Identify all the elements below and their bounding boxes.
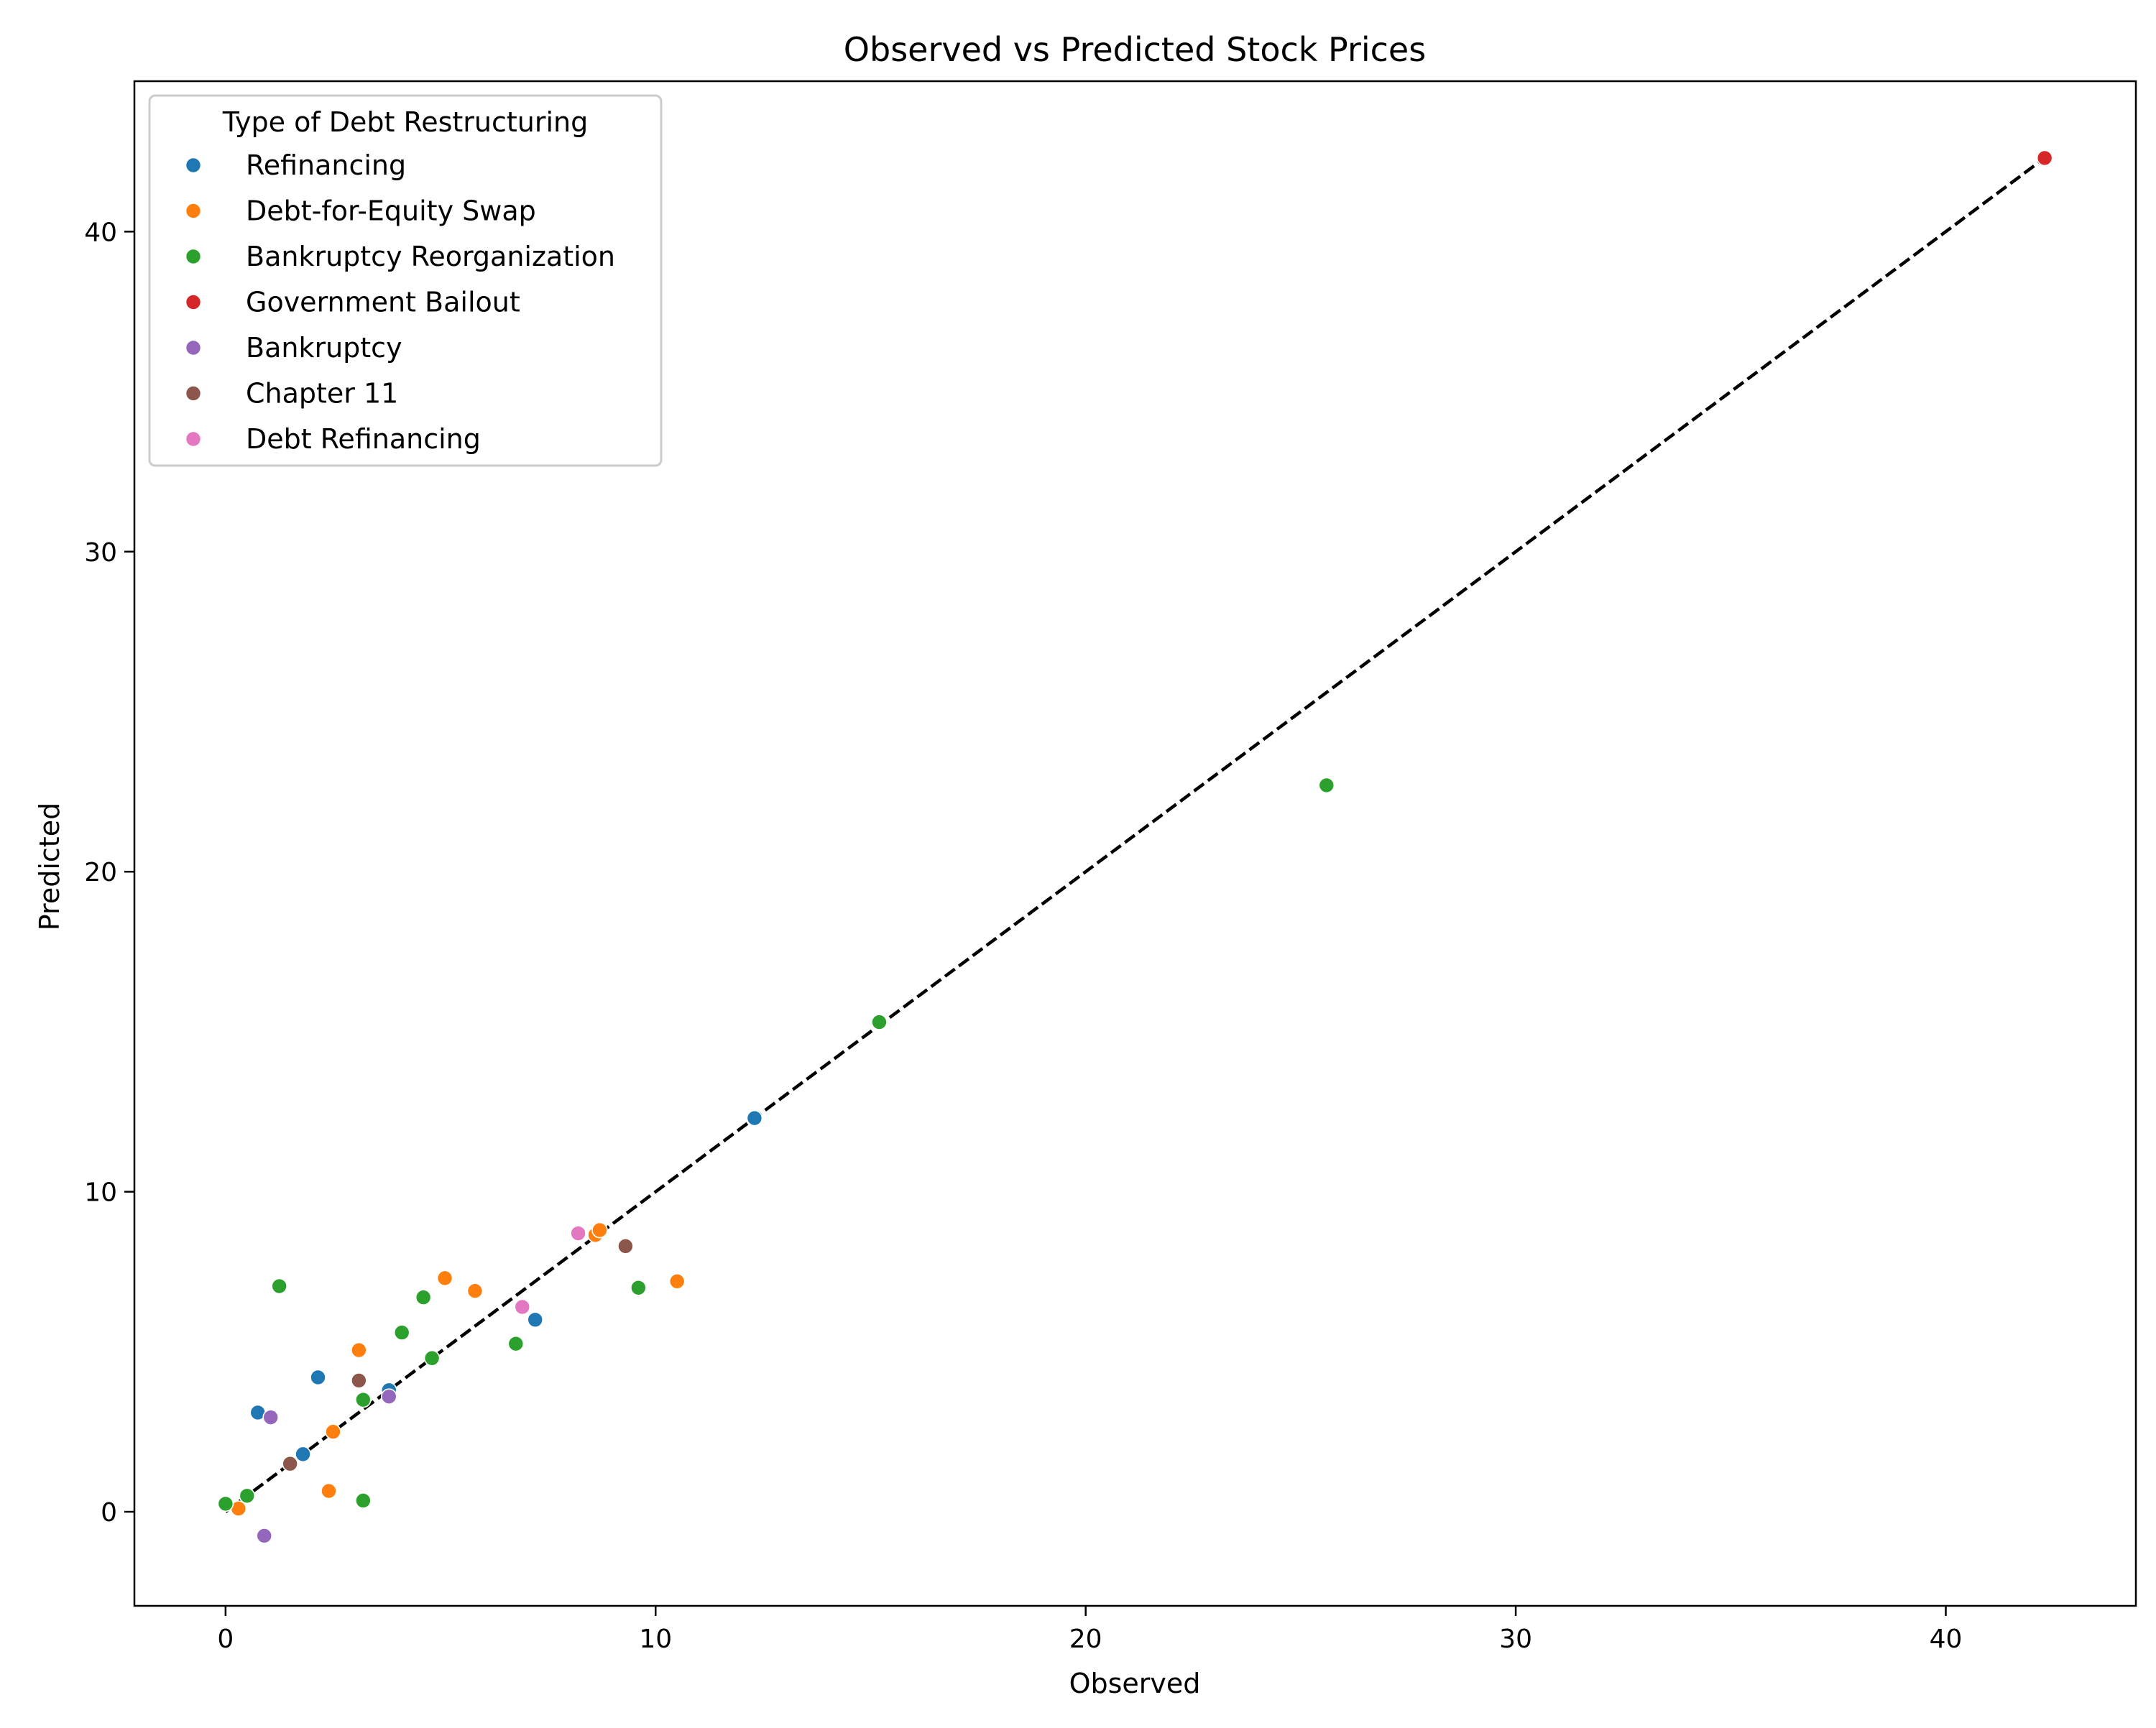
data-point-chapter-11 (351, 1372, 367, 1389)
y-tick-label: 10 (84, 1178, 117, 1208)
data-point-bankruptcy-reorganization (1318, 777, 1335, 794)
data-point-debt-for-equity-swap (436, 1270, 453, 1287)
data-point-debt-for-equity-swap (321, 1482, 337, 1500)
chart-title: Observed vs Predicted Stock Prices (844, 30, 1426, 69)
data-point-bankruptcy-reorganization (271, 1277, 287, 1295)
data-point-bankruptcy-reorganization (507, 1335, 525, 1352)
data-point-bankruptcy-reorganization (355, 1391, 372, 1408)
data-point-bankruptcy (380, 1388, 397, 1405)
data-point-refinancing (746, 1109, 763, 1127)
x-tick-label: 40 (1930, 1625, 1963, 1654)
data-point-bankruptcy-reorganization (355, 1492, 372, 1509)
data-point-debt-for-equity-swap (591, 1221, 608, 1239)
x-tick-label: 30 (1499, 1625, 1532, 1654)
data-point-chapter-11 (282, 1455, 298, 1472)
data-point-bankruptcy-reorganization (871, 1014, 888, 1030)
data-point-bankruptcy (262, 1409, 279, 1426)
legend-title: Type of Debt Restructuring (222, 106, 589, 138)
data-point-refinancing (527, 1311, 544, 1329)
data-point-debt-refinancing (570, 1225, 586, 1242)
legend-marker-bankruptcy-reorganization (185, 248, 202, 265)
data-point-bankruptcy-reorganization (415, 1289, 432, 1306)
legend-label-chapter-11: Chapter 11 (246, 378, 398, 410)
data-point-debt-for-equity-swap (668, 1273, 686, 1290)
y-tick-label: 40 (84, 218, 117, 247)
legend-box (148, 94, 663, 467)
data-point-bankruptcy-reorganization (423, 1349, 441, 1367)
x-axis-label: Observed (1069, 1668, 1201, 1699)
legend-marker-debt-refinancing (185, 430, 202, 448)
data-point-bankruptcy-reorganization (217, 1495, 234, 1512)
identity-reference-line (224, 157, 2046, 1513)
data-point-debt-for-equity-swap (351, 1341, 367, 1359)
legend-label-government-bailout: Government Bailout (246, 287, 520, 318)
data-point-debt-for-equity-swap (325, 1423, 341, 1440)
legend-label-refinancing: Refinancing (246, 149, 406, 181)
legend-marker-government-bailout (185, 294, 202, 310)
legend-marker-debt-for-equity-swap (185, 203, 202, 219)
legend-marker-refinancing (185, 157, 202, 174)
legend-label-debt-refinancing: Debt Refinancing (246, 423, 481, 455)
legend-marker-bankruptcy (185, 339, 202, 356)
y-tick-label: 0 (101, 1498, 117, 1528)
data-point-bankruptcy (256, 1528, 273, 1544)
data-point-refinancing (295, 1446, 311, 1463)
data-point-bankruptcy-reorganization (630, 1279, 647, 1296)
x-tick-label: 10 (639, 1625, 672, 1654)
y-tick-label: 30 (84, 538, 117, 568)
x-tick-label: 20 (1069, 1625, 1102, 1654)
plot-frame (133, 80, 2137, 1607)
y-axis-label: Predicted (34, 803, 65, 930)
y-tick-label: 20 (84, 858, 117, 887)
legend-label-bankruptcy: Bankruptcy (246, 332, 402, 364)
data-point-bankruptcy-reorganization (393, 1324, 410, 1341)
legend-marker-chapter-11 (185, 385, 202, 402)
data-point-government-bailout (2036, 149, 2053, 167)
data-point-refinancing (310, 1369, 326, 1386)
data-point-debt-refinancing (514, 1298, 531, 1316)
data-point-debt-for-equity-swap (466, 1283, 484, 1300)
legend: Type of Debt Restructuring Refinancing De… (148, 94, 663, 467)
legend-label-debt-for-equity-swap: Debt-for-Equity Swap (246, 195, 536, 227)
data-point-bankruptcy-reorganization (239, 1487, 256, 1505)
legend-label-bankruptcy-reorganization: Bankruptcy Reorganization (246, 241, 615, 272)
data-point-chapter-11 (617, 1238, 634, 1255)
x-tick-label: 0 (217, 1625, 234, 1654)
